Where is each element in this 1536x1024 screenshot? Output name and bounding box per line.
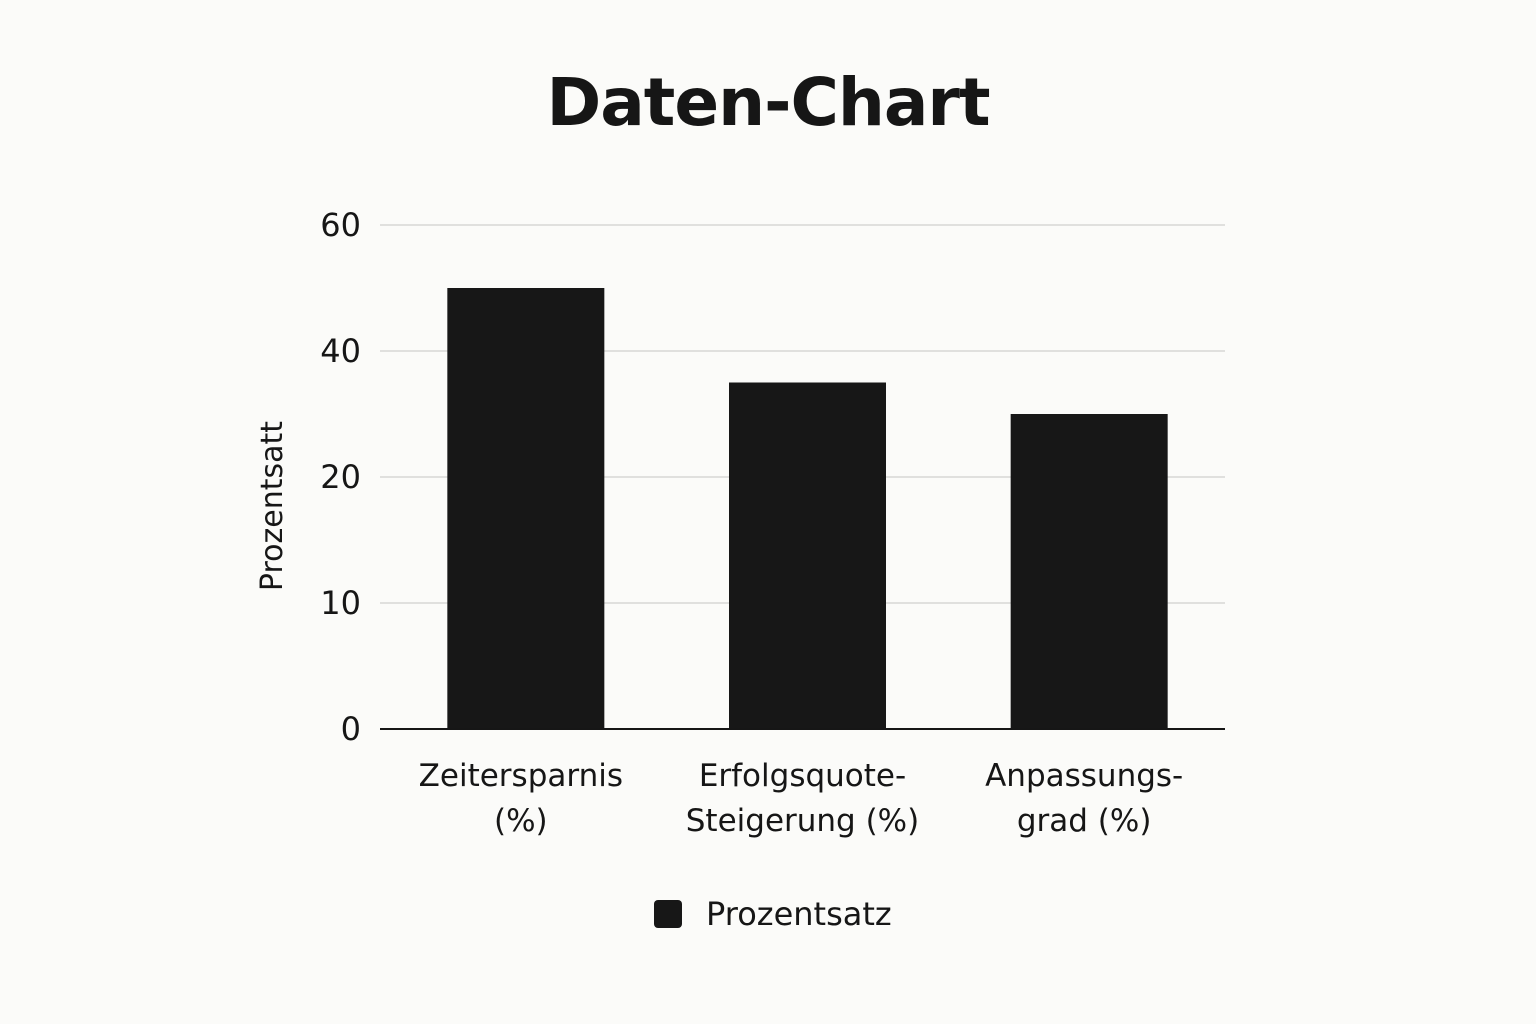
bars (447, 288, 1168, 729)
legend-swatch (654, 900, 682, 928)
bar-3 (1010, 414, 1168, 729)
axes: 0 10 20 40 60 Zeitersparnis (%) Erfolgsquote-St… (320, 206, 1225, 839)
y-tick-label-40: 40 (320, 332, 361, 370)
bar-2 (729, 382, 886, 729)
bar-1 (447, 288, 605, 729)
y-tick-label-0: 0 (341, 710, 361, 748)
x-tick-label-1: Zeitersparnis (%) (419, 758, 623, 839)
legend-label: Prozentsatz (706, 895, 892, 933)
y-tick-label-20: 20 (320, 458, 361, 496)
y-tick-label-60: 60 (320, 206, 361, 244)
y-axis-label: Prozentsatt (255, 421, 290, 591)
x-tick-label-3: Anpassungs-grad (%) (985, 758, 1183, 839)
x-tick-label-2: Erfolgsquote-Steigerung (%) (686, 758, 919, 839)
y-tick-label-10: 10 (320, 584, 361, 622)
legend: Prozentsatz (654, 895, 892, 933)
chart-title: Daten-Chart (546, 64, 990, 141)
